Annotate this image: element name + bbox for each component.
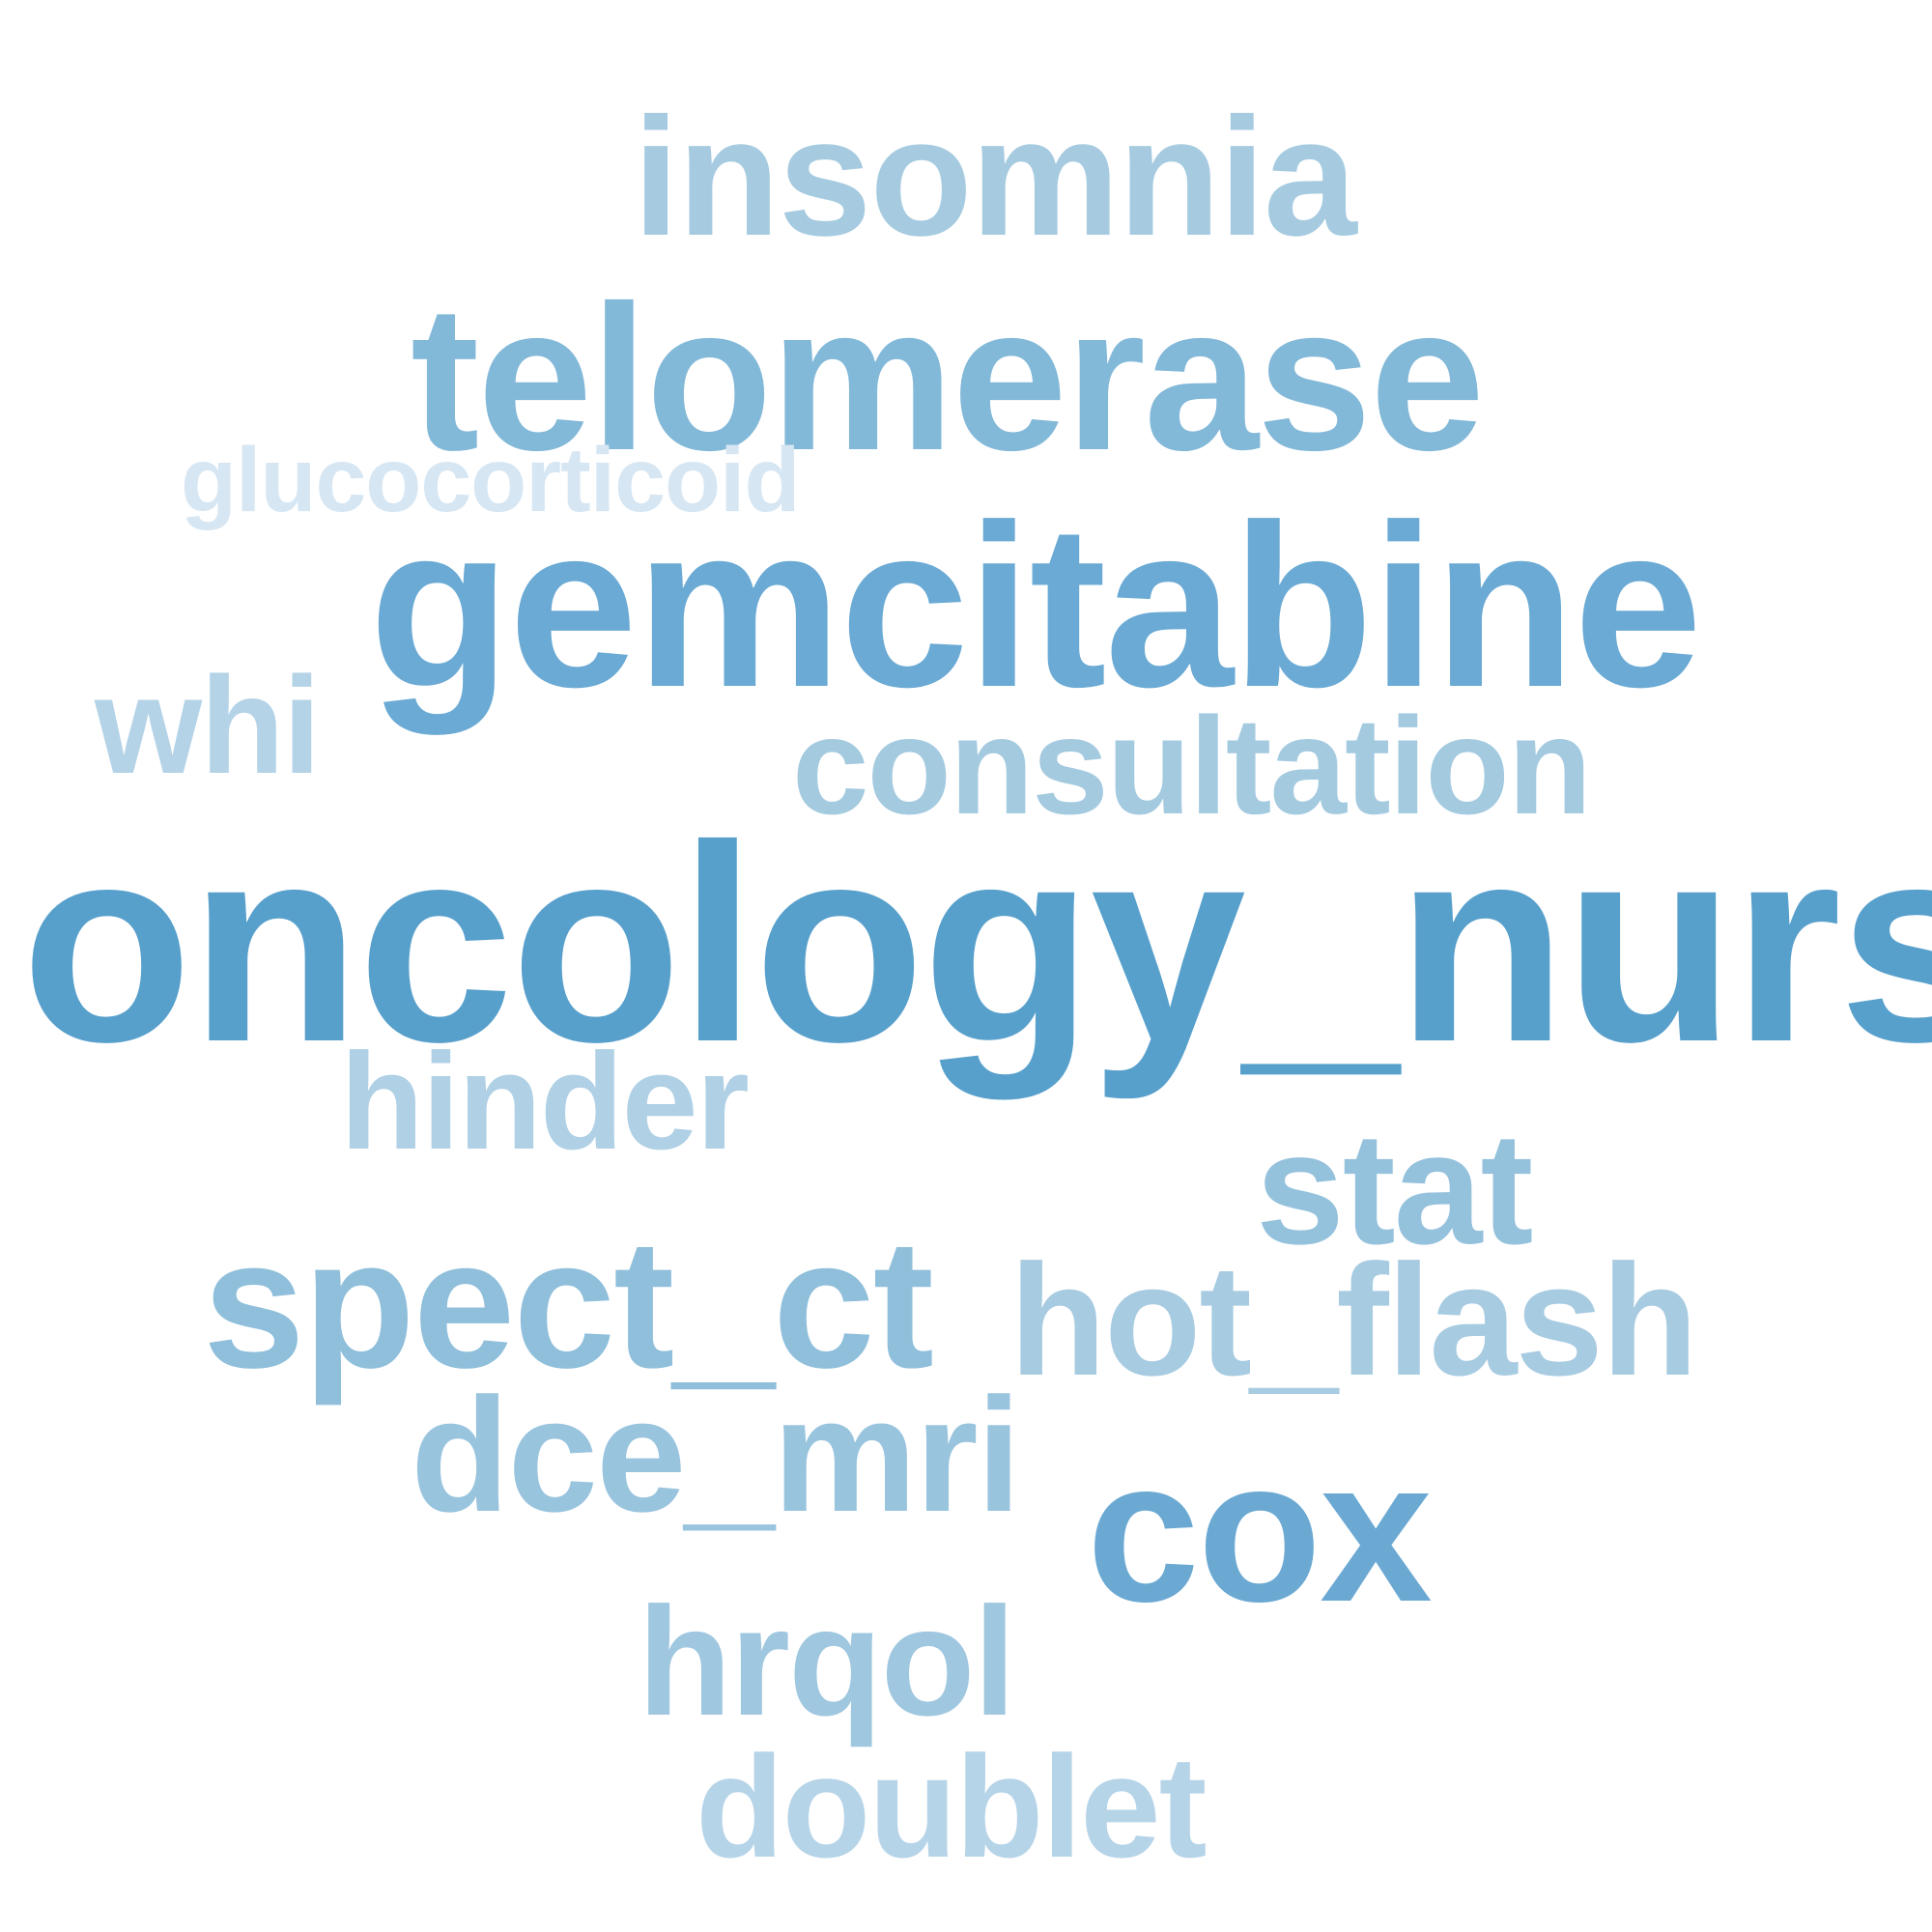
word-doublet: doublet xyxy=(696,1725,1208,1888)
word-stat: stat xyxy=(1256,1099,1533,1277)
word-glucocorticoid: glucocorticoid xyxy=(181,429,800,531)
word-whi: whi xyxy=(95,649,321,803)
word-hinder: hinder xyxy=(340,1025,750,1179)
word-oncology-nurs: oncology_nurs xyxy=(21,787,1932,1100)
word-cox: cox xyxy=(1087,1417,1433,1644)
word-insomnia: insomnia xyxy=(633,82,1357,270)
word-hrqol: hrqol xyxy=(638,1575,1016,1747)
word-dce-mri: dce_mri xyxy=(411,1364,1021,1546)
word-hot-flash: hot_flash xyxy=(1009,1232,1698,1408)
word-spect-ct: spect_ct xyxy=(203,1202,934,1406)
word-telomerase: telomerase xyxy=(411,263,1485,494)
word-consultation: consultation xyxy=(792,690,1592,843)
word-gemcitabine: gemcitabine xyxy=(369,476,1702,735)
